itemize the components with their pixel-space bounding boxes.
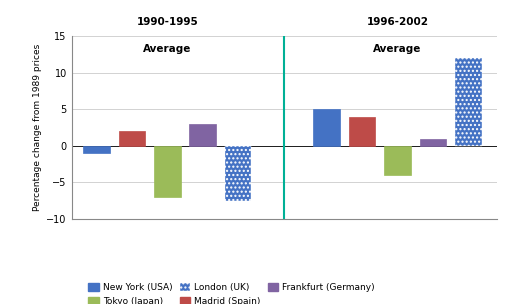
Bar xyxy=(313,109,340,146)
Bar xyxy=(384,146,411,175)
Text: Average: Average xyxy=(143,44,191,54)
Y-axis label: Percentage change from 1989 prices: Percentage change from 1989 prices xyxy=(33,44,42,211)
Bar xyxy=(455,58,482,146)
Bar xyxy=(154,146,181,197)
Bar xyxy=(349,117,375,146)
Legend: New York (USA), Tokyo (Japan), London (UK), Madrid (Spain), Frankfurt (Germany): New York (USA), Tokyo (Japan), London (U… xyxy=(84,279,378,304)
Bar xyxy=(119,131,145,146)
Bar xyxy=(189,124,216,146)
Text: 1990-1995: 1990-1995 xyxy=(136,17,198,27)
Bar xyxy=(420,139,446,146)
Text: 1996-2002: 1996-2002 xyxy=(367,17,429,27)
Bar xyxy=(83,146,110,153)
Bar xyxy=(225,146,251,201)
Text: Average: Average xyxy=(373,44,422,54)
